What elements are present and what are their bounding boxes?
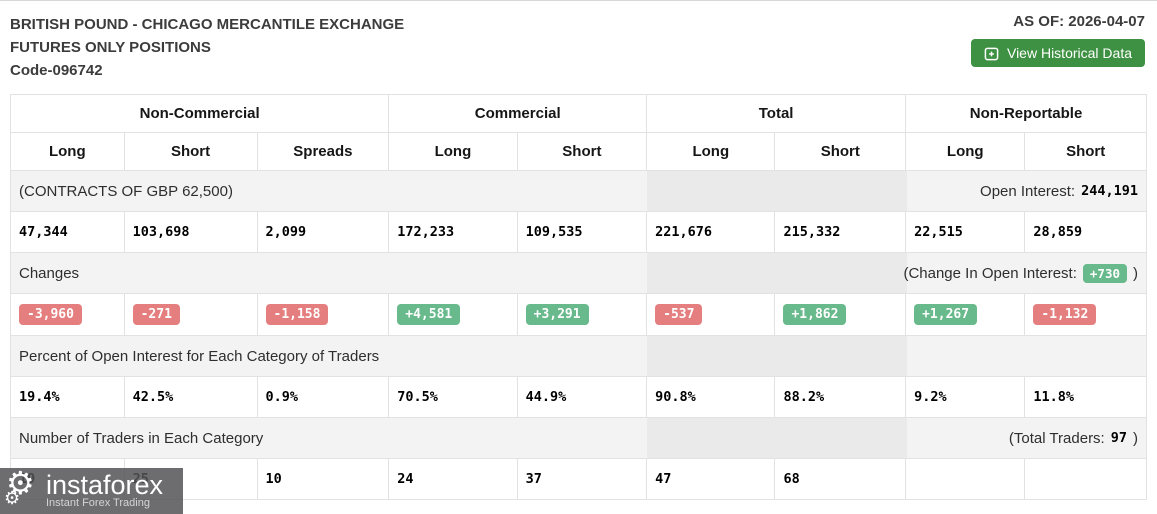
group-header-total: Total — [646, 94, 907, 133]
col-header-short: Short — [516, 132, 648, 171]
view-historical-data-button[interactable]: View Historical Data — [970, 39, 1145, 67]
col-header-long: Long — [10, 132, 125, 171]
percent-cell: 44.9% — [516, 376, 648, 418]
position-cell: 221,676 — [646, 211, 776, 253]
total-traders-value: 97 — [1110, 430, 1127, 446]
view-historical-data-label: View Historical Data — [1006, 45, 1132, 61]
change-badge: -271 — [132, 304, 180, 325]
col-header-long: Long — [646, 132, 776, 171]
position-cell: 103,698 — [123, 211, 258, 253]
traders-label-row: Number of Traders in Each Category (Tota… — [10, 417, 1147, 459]
percent-label-row: Percent of Open Interest for Each Catego… — [10, 335, 1147, 377]
group-header-non-reportable: Non-Reportable — [905, 94, 1147, 133]
traders-cell: 24 — [388, 458, 518, 500]
percents-row: 19.4% 42.5% 0.9% 70.5% 44.9% 90.8% 88.2%… — [10, 376, 1147, 418]
open-interest-label: Open Interest: — [980, 182, 1076, 200]
change-badge: -537 — [655, 304, 703, 325]
percent-cell: 0.9% — [256, 376, 390, 418]
header-right: AS OF: 2026-04-07 View Historical Data — [970, 13, 1145, 67]
percent-cell: 19.4% — [10, 376, 125, 418]
watermark-brand: instaforex — [46, 470, 164, 500]
paren-close: ) — [1133, 429, 1138, 447]
position-cell: 215,332 — [774, 211, 907, 253]
contracts-label-row: (CONTRACTS OF GBP 62,500) Open Interest:… — [10, 170, 1147, 212]
changes-row: -3,960 -271 -1,158 +4,581 +3,291 -537 +1… — [10, 293, 1147, 336]
position-cell: 109,535 — [516, 211, 648, 253]
open-interest-value: 244,191 — [1081, 183, 1138, 199]
percent-cell: 70.5% — [388, 376, 518, 418]
percent-cell: 90.8% — [646, 376, 776, 418]
as-of-date: AS OF: 2026-04-07 — [1013, 13, 1145, 30]
watermark-tagline: Instant Forex Trading — [46, 497, 150, 509]
traders-cell — [1024, 458, 1147, 500]
group-header-row: Non-Commercial Commercial Total Non-Repo… — [9, 94, 1147, 133]
position-cell: 172,233 — [388, 211, 518, 253]
change-open-interest-badge: +730 — [1082, 263, 1127, 283]
traders-cell — [905, 458, 1026, 500]
position-cell: 2,099 — [256, 211, 390, 253]
changes-label-row: Changes (Change In Open Interest: +730 ) — [10, 252, 1147, 294]
traders-cell: 68 — [774, 458, 907, 500]
group-header-non-commercial: Non-Commercial — [9, 94, 390, 133]
total-traders-label: (Total Traders: — [1008, 429, 1105, 447]
percent-cell: 42.5% — [123, 376, 258, 418]
col-header-long: Long — [388, 132, 518, 171]
position-cell: 22,515 — [905, 211, 1026, 253]
positions-row: 47,344 103,698 2,099 172,233 109,535 221… — [10, 211, 1147, 253]
change-badge: -3,960 — [19, 304, 82, 325]
traders-cell: 47 — [646, 458, 776, 500]
percent-label: Percent of Open Interest for Each Catego… — [19, 347, 380, 365]
change-badge: +1,267 — [914, 304, 978, 325]
gears-logo-icon: ⚙ ⚙ — [4, 465, 46, 513]
traders-cell: 10 — [256, 458, 390, 500]
position-cell: 47,344 — [10, 211, 125, 253]
gear-icon: ⚙ — [6, 464, 35, 502]
change-badge: +1,862 — [783, 304, 847, 325]
report-code: Code-096742 — [10, 62, 103, 79]
column-header-row: Long Short Spreads Long Short Long Short… — [10, 132, 1147, 171]
percent-cell: 11.8% — [1024, 376, 1147, 418]
percent-cell: 88.2% — [774, 376, 907, 418]
traders-label: Number of Traders in Each Category — [19, 429, 264, 447]
paren-close: ) — [1133, 264, 1138, 282]
report-titles: BRITISH POUND - CHICAGO MERCANTILE EXCHA… — [10, 13, 404, 82]
calendar-plus-icon — [984, 46, 999, 61]
cot-positions-table: Non-Commercial Commercial Total Non-Repo… — [9, 94, 1147, 500]
col-header-short: Short — [774, 132, 907, 171]
traders-cell: 37 — [516, 458, 648, 500]
col-header-short: Short — [1024, 132, 1147, 171]
percent-cell: 9.2% — [905, 376, 1026, 418]
report-header: BRITISH POUND - CHICAGO MERCANTILE EXCHA… — [0, 1, 1157, 82]
changes-label: Changes — [19, 264, 80, 282]
position-cell: 28,859 — [1024, 211, 1147, 253]
change-badge: -1,158 — [265, 304, 329, 325]
group-header-commercial: Commercial — [388, 94, 648, 133]
col-header-spreads: Spreads — [256, 132, 390, 171]
report-subtitle: FUTURES ONLY POSITIONS — [10, 39, 211, 56]
instaforex-watermark: ⚙ ⚙ instaforex Instant Forex Trading — [0, 465, 183, 514]
contracts-label: (CONTRACTS OF GBP 62,500) — [19, 182, 233, 200]
gear-icon: ⚙ — [4, 488, 21, 509]
report-title: BRITISH POUND - CHICAGO MERCANTILE EXCHA… — [10, 16, 405, 33]
col-header-short: Short — [123, 132, 258, 171]
change-badge: -1,132 — [1033, 304, 1097, 325]
change-badge: +4,581 — [397, 304, 461, 325]
change-badge: +3,291 — [525, 304, 589, 325]
col-header-long: Long — [905, 132, 1026, 171]
change-open-interest-label: (Change In Open Interest: — [903, 264, 1077, 282]
